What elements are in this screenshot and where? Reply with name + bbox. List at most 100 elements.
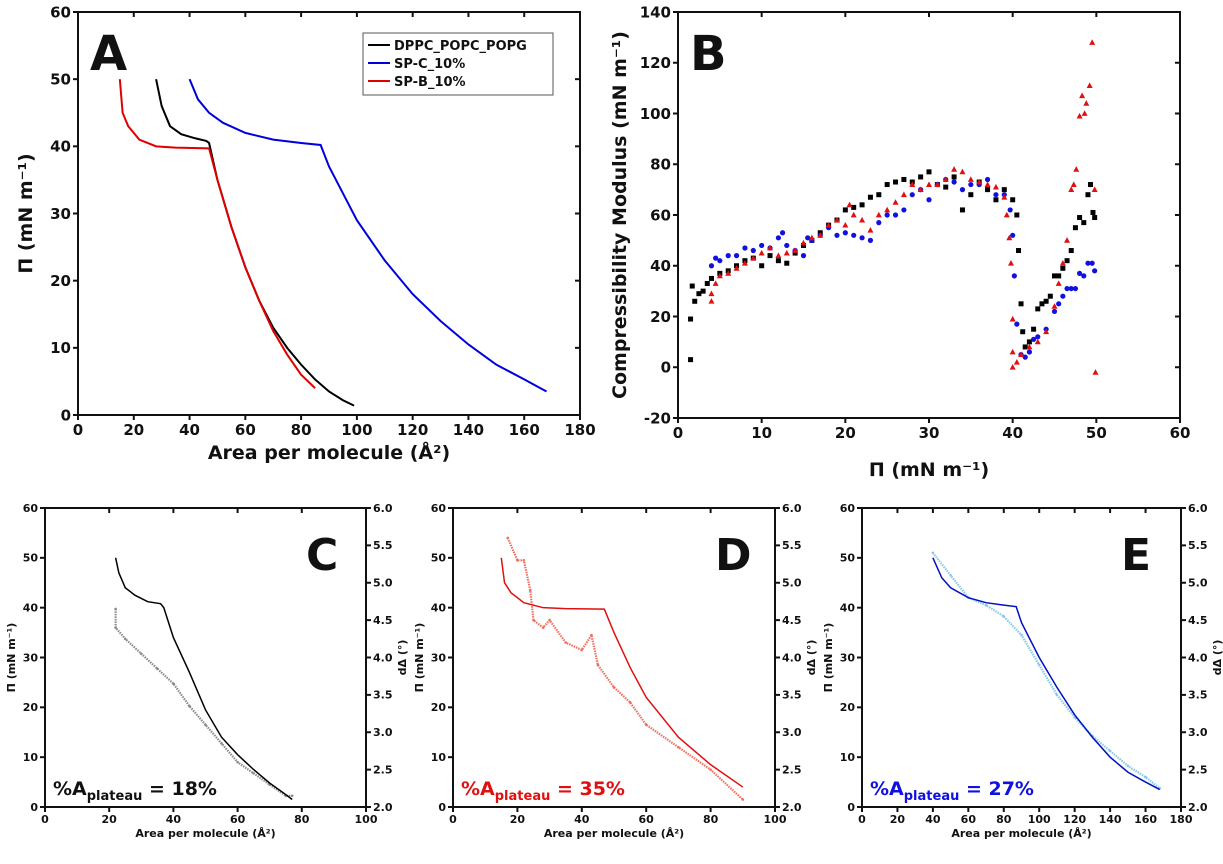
x-tick-label: 140	[453, 421, 484, 439]
data-point-triangle	[884, 206, 891, 213]
y-tick-label: 30	[431, 651, 447, 664]
data-point	[741, 798, 745, 801]
x-tick-label: 80	[294, 813, 310, 826]
data-point-square	[1018, 301, 1024, 307]
data-point-square	[767, 253, 773, 259]
legend-box	[362, 32, 554, 96]
x-tick-label: 60	[1170, 424, 1191, 442]
data-point	[541, 626, 545, 629]
data-point-triangle	[1007, 260, 1014, 266]
data-point	[236, 760, 239, 764]
series-line	[188, 78, 548, 393]
data-point-triangle	[959, 168, 966, 175]
data-point-square	[1001, 187, 1007, 193]
plateau-annotation: %Aplateau = 27%	[870, 778, 1034, 804]
data-point-triangle	[1013, 358, 1020, 365]
data-point-circle	[851, 232, 857, 238]
data-point-square	[1026, 339, 1032, 345]
data-point-triangle	[1059, 260, 1066, 266]
data-point-circle	[750, 247, 756, 254]
y-tick-label: 40	[431, 602, 447, 615]
x-tick-label: 120	[1063, 813, 1086, 826]
data-point-triangle	[775, 252, 782, 258]
y-tick-label: 50	[840, 552, 856, 565]
x-tick-label: 80	[996, 813, 1012, 826]
data-point	[596, 663, 600, 667]
data-point-square	[1039, 301, 1045, 307]
data-point-square	[1060, 265, 1066, 271]
data-point-triangle	[1083, 100, 1090, 106]
data-point-triangle	[842, 221, 849, 228]
data-point-triangle	[725, 270, 732, 276]
data-point	[516, 559, 519, 562]
data-point-triangle	[976, 178, 983, 185]
data-point	[580, 648, 584, 652]
y-tick-label: -20	[644, 409, 671, 427]
plot-frame	[677, 11, 1181, 419]
isotherm-line	[114, 557, 293, 801]
data-point	[590, 633, 593, 637]
data-point-circle	[859, 235, 865, 241]
data-point-triangle	[1009, 364, 1016, 370]
plateau-annotation: %Aplateau = 35%	[461, 778, 625, 804]
y-tick-label: 40	[650, 257, 671, 275]
x-tick-label: 40	[925, 813, 941, 826]
y-tick-label: 20	[650, 308, 671, 326]
data-point-square	[901, 176, 907, 182]
y-tick-label: 20	[23, 701, 39, 714]
data-point-square	[688, 316, 694, 322]
series-line	[155, 78, 355, 407]
y2-tick-label: 2.0	[373, 801, 393, 814]
data-point-triangle	[1092, 369, 1099, 375]
data-point-circle	[708, 263, 715, 269]
data-point-square	[1016, 248, 1022, 254]
y-tick-label: 60	[431, 502, 447, 515]
data-point	[677, 745, 680, 749]
y-tick-label: 50	[50, 70, 71, 88]
data-point-square	[1022, 344, 1028, 350]
y2-tick-label: 3.5	[782, 689, 802, 702]
data-point	[1020, 633, 1023, 637]
x-tick-label: 10	[751, 424, 772, 442]
y2-tick-label: 4.5	[1188, 614, 1208, 627]
y-tick-label: 60	[650, 206, 671, 224]
x-axis-label: Π (mN m⁻¹)	[869, 459, 989, 481]
isotherm-line	[500, 557, 744, 788]
x-tick-label: 40	[179, 421, 200, 439]
data-point-triangle	[758, 249, 765, 256]
annotation-prefix: %A	[461, 778, 495, 800]
y-tick-label: 60	[50, 3, 71, 21]
annotation-prefix: %A	[870, 778, 904, 800]
y-tick-label: 120	[640, 54, 671, 72]
x-tick-label: 80	[703, 813, 719, 826]
y2-tick-label: 4.5	[782, 614, 802, 627]
data-point-square	[1072, 225, 1078, 231]
y-tick-label: 40	[50, 138, 71, 156]
data-point-circle	[1060, 293, 1066, 299]
series-line	[118, 79, 316, 389]
panel-E: 0 20 40 60 80 100 120 140 160 180 0 10 20 30 40 50 60 2.0…	[822, 502, 1223, 840]
x-tick-label: 20	[890, 813, 906, 826]
data-point	[548, 618, 551, 622]
data-point	[156, 667, 159, 671]
data-point	[628, 701, 632, 704]
x-tick-label: 60	[639, 813, 655, 826]
y-tick-label: 10	[23, 751, 39, 764]
data-point-circle	[842, 230, 848, 236]
data-point-square	[692, 298, 698, 304]
data-point-triangle	[1009, 348, 1016, 355]
x-tick-label: 0	[449, 813, 457, 826]
data-point-triangle	[934, 181, 941, 187]
data-point-square	[968, 192, 974, 198]
x-tick-label: 100	[355, 813, 378, 826]
data-point-triangle	[1034, 338, 1041, 345]
y-tick-label: 0	[438, 801, 446, 814]
x-tick-label: 20	[123, 421, 144, 439]
data-point-circle	[1081, 273, 1087, 279]
x-tick-label: 30	[919, 424, 940, 442]
x-axis-label: Area per molecule (Å²)	[208, 440, 450, 464]
data-point-circle	[1030, 336, 1037, 342]
data-point-square	[1010, 197, 1016, 203]
data-point	[290, 794, 294, 798]
